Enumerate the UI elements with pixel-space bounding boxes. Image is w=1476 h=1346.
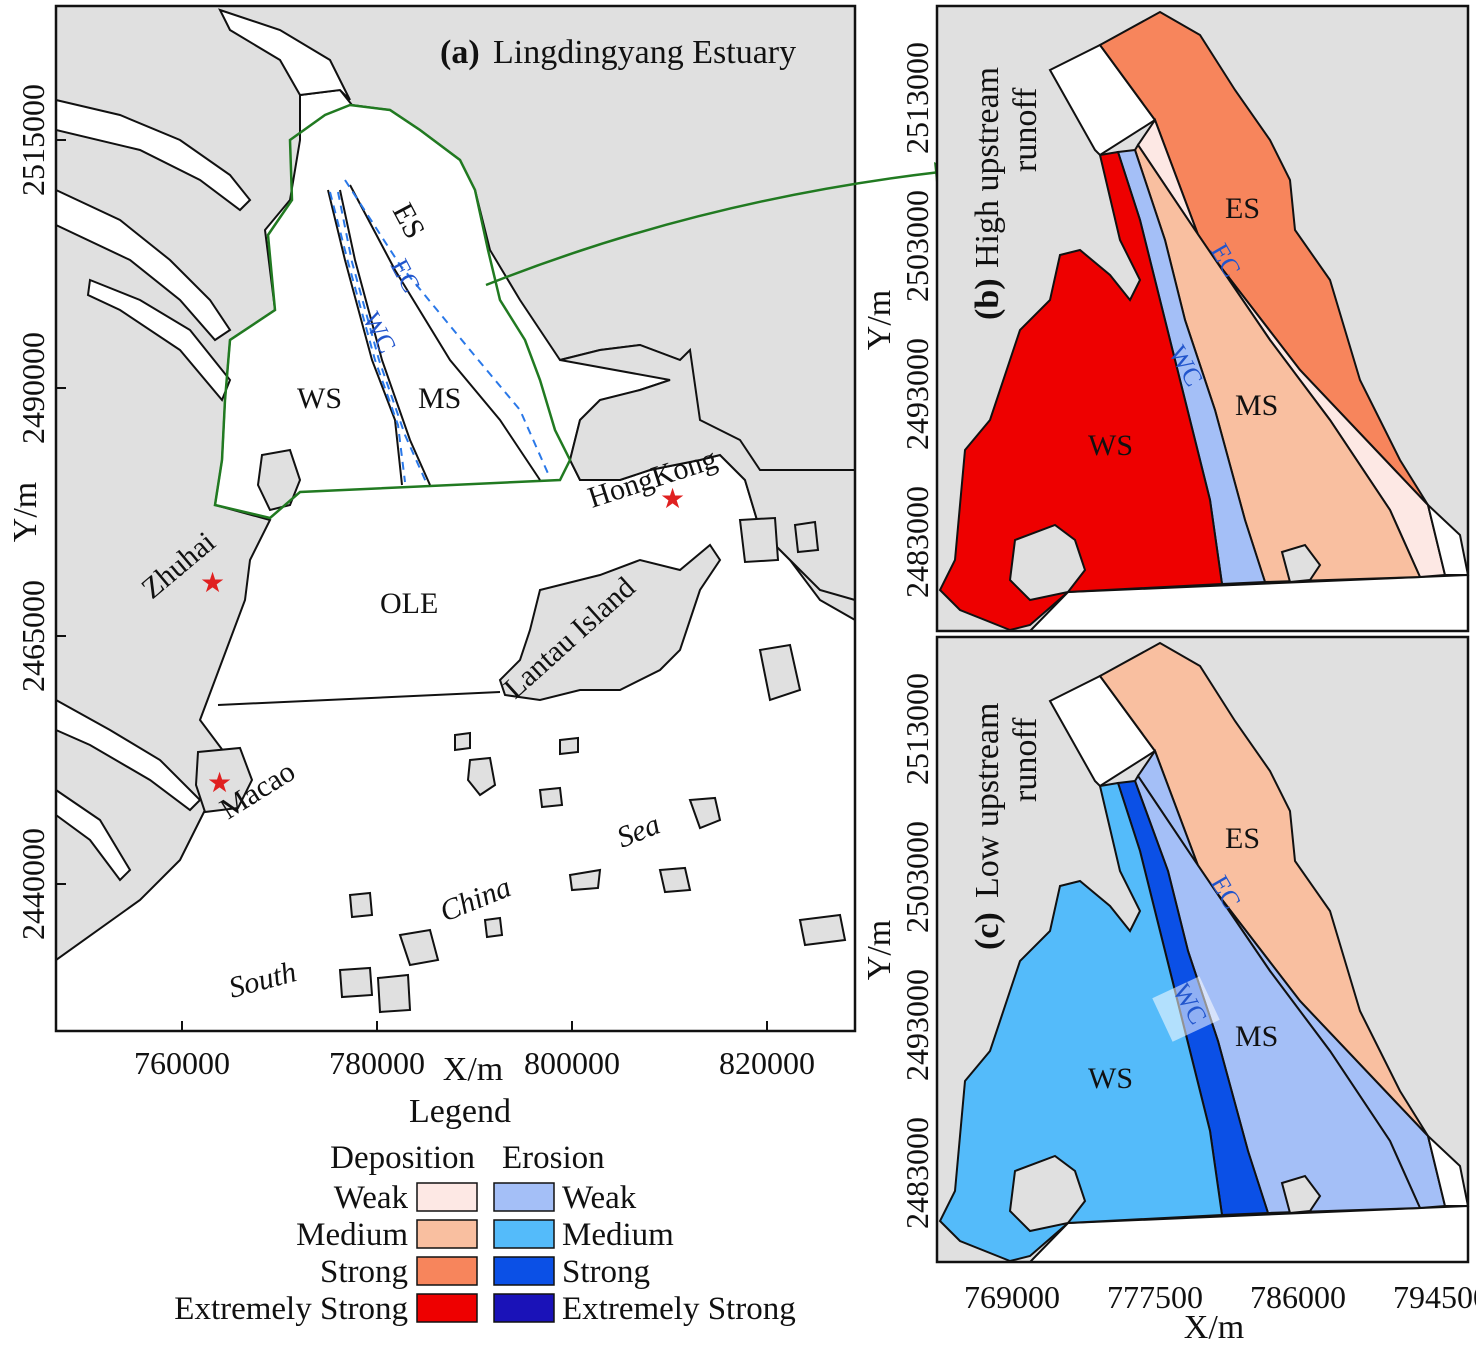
panel-c-island [1008,1154,1087,1233]
panel-a-y-tick-0: 2515000 [15,84,51,196]
panel-a-x-tick-3: 820000 [719,1045,815,1081]
legend-deposition-header: Deposition [330,1140,475,1176]
legend-dep-extreme: Extremely Strong [174,1291,408,1327]
legend-dep-strong: Strong [320,1254,408,1290]
panel-b-island-small [1280,543,1322,584]
river-upper [218,8,351,101]
panel-c-x-tick-0: 769000 [964,1279,1060,1315]
panel-a-axes: 2515000 2490000 2465000 2440000 Y/m 7600… [7,84,815,1088]
panel-b-y-tick-0: 2513000 [899,42,935,154]
panel-c-y-label: Y/m [861,920,898,980]
study-area-outline [213,103,572,520]
legend-swatch-ero-weak [493,1182,555,1212]
panel-c-map: ES EC WC MS WS (c) Low upstream runoff [935,635,1470,1264]
legend-ero-weak: Weak [562,1180,637,1216]
panel-a-y-label: Y/m [7,482,44,542]
ole-boundary-line [217,691,501,706]
legend-dep-medium: Medium [296,1217,408,1253]
panel-a-x-label: X/m [443,1051,503,1088]
legend-swatch-dep-extreme [416,1293,478,1323]
legend-ero-medium: Medium [562,1217,674,1253]
legend-erosion-items: Weak Medium Strong Extremely Strong [493,1180,796,1327]
panel-a-x-tick-1: 780000 [329,1045,425,1081]
panel-a-map: ★ ★ ★ (a) Lingdingyang Estuary ES EC WC … [54,4,857,1033]
legend-ero-strong: Strong [562,1254,650,1290]
panel-c-label-ms: MS [1235,1020,1278,1053]
legend-ero-extreme: Extremely Strong [562,1291,796,1327]
river-channel-1 [55,98,252,212]
panel-a-y-tick-1: 2490000 [15,332,51,444]
panel-b-label-ms: MS [1235,389,1278,422]
panel-c-y-tick-1: 2503000 [899,821,935,933]
legend-swatch-dep-strong [416,1256,478,1286]
panel-a-x-ticks: 760000 780000 800000 820000 X/m [134,1021,815,1088]
panel-c-label-es: ES [1225,822,1260,855]
legend: Legend Deposition Erosion Weak Medium St… [174,1093,795,1327]
panel-c-island-small [1280,1174,1322,1215]
panel-a-y-tick-2: 2465000 [15,580,51,692]
legend-swatch-dep-weak [416,1182,478,1212]
panel-c-wc-label-box [1152,976,1220,1042]
region-label-ms: MS [418,382,461,415]
legend-deposition-items: Weak Medium Strong Extremely Strong [174,1180,478,1327]
panel-b-y-tick-1: 2503000 [899,190,935,302]
island-near-zhuhai [256,448,302,512]
panel-c-title-text: Low upstream [969,703,1006,898]
panel-c-x-label: X/m [1184,1309,1244,1346]
panel-c-upstream-patch [1048,674,1157,788]
panel-c-x-tick-3: 794500 [1393,1279,1476,1315]
panel-a-y-tick-3: 2440000 [15,828,51,940]
legend-title: Legend [409,1093,511,1130]
lantau-island [498,543,722,702]
panel-b-map: ES EC WC MS WS (b) High upstream runoff [935,4,1470,633]
panel-a-frame [54,4,857,1033]
river-channel-2 [55,188,232,342]
offshore-islands [338,516,847,1014]
panel-c-y-tick-3: 2483000 [899,1117,935,1229]
panel-b-upstream-patch [1048,43,1157,157]
hongkong-star-icon: ★ [660,484,685,515]
panel-b-title-tag: (b) [969,278,1006,320]
legend-swatch-dep-medium [416,1219,478,1249]
panel-b-title-text: High upstream [969,67,1006,268]
panel-b-y-tick-3: 2483000 [899,486,935,598]
legend-erosion-header: Erosion [502,1140,605,1176]
panel-c-y-tick-2: 2493000 [899,969,935,1081]
panel-b-frame [935,4,1470,633]
region-label-ws: WS [297,382,342,415]
panel-c-title-tag: (c) [969,912,1006,950]
panel-b-zone-ws [938,150,1224,632]
panel-c-axes: 2513000 2503000 2493000 2483000 Y/m 7690… [861,673,1476,1346]
panel-b-label-es: ES [1225,192,1260,225]
panel-b-axes: 2513000 2503000 2493000 2483000 Y/m [861,42,935,598]
panel-a-title-text: Lingdingyang Estuary [493,34,796,71]
legend-dep-weak: Weak [334,1180,409,1216]
panel-c-y-tick-0: 2513000 [899,673,935,785]
legend-swatch-ero-extreme [493,1293,555,1323]
macao-land [194,746,254,814]
panel-c-frame [935,635,1470,1264]
panel-b-y-tick-2: 2493000 [899,338,935,450]
macao-star-icon: ★ [207,768,232,799]
legend-swatch-ero-medium [493,1219,555,1249]
panel-b-y-label: Y/m [861,290,898,350]
panel-a-title-tag: (a) [440,34,480,71]
region-label-ole: OLE [380,587,438,620]
zhuhai-star-icon: ★ [200,568,225,599]
legend-swatch-ero-strong [493,1256,555,1286]
panel-c-x-tick-1: 777500 [1107,1279,1203,1315]
panel-b-title-text2: runoff [1007,87,1044,172]
panel-a-y-ticks: 2515000 2490000 2465000 2440000 Y/m [7,84,66,940]
panel-c-label-ws: WS [1088,1062,1133,1095]
river-channel-3 [86,278,232,402]
panel-a-x-tick-2: 800000 [524,1045,620,1081]
river-channel-4 [55,698,202,812]
panel-c-title-text2: runoff [1007,717,1044,802]
panel-b-island [1008,523,1087,602]
channels [327,179,551,486]
panel-c-x-tick-2: 786000 [1250,1279,1346,1315]
panel-b-label-ws: WS [1088,429,1133,462]
panel-a-x-tick-0: 760000 [134,1045,230,1081]
